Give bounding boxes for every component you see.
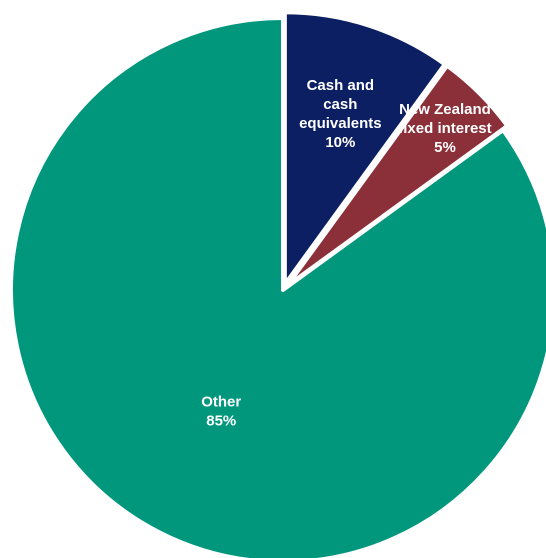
slice-percent-label: 5%: [434, 139, 456, 156]
slice-name-line: Cash and: [307, 77, 375, 94]
slice-name-line: Other: [201, 394, 241, 411]
pie-slice-0: [282, 10, 447, 287]
slice-name-line: equivalents: [299, 115, 382, 132]
pie-labels: Cash and cash equivalents 10% New Zealand fix…: [201, 77, 491, 430]
slice-name-line: cash: [323, 96, 357, 113]
slice-name-line: New Zealand: [399, 101, 491, 118]
pie-slice-2: [9, 16, 546, 558]
slice-label-2: Other 85%: [201, 394, 241, 430]
pie-slices: [9, 10, 546, 558]
slice-label-1: New Zealand fixed interest 5%: [398, 101, 491, 156]
pie-slice-1: [285, 63, 510, 288]
slice-percent-label: 10%: [325, 134, 355, 151]
slice-name-line: fixed interest: [398, 120, 491, 137]
slice-percent-label: 85%: [206, 413, 236, 430]
slice-label-0: Cash and cash equivalents 10%: [299, 77, 382, 151]
